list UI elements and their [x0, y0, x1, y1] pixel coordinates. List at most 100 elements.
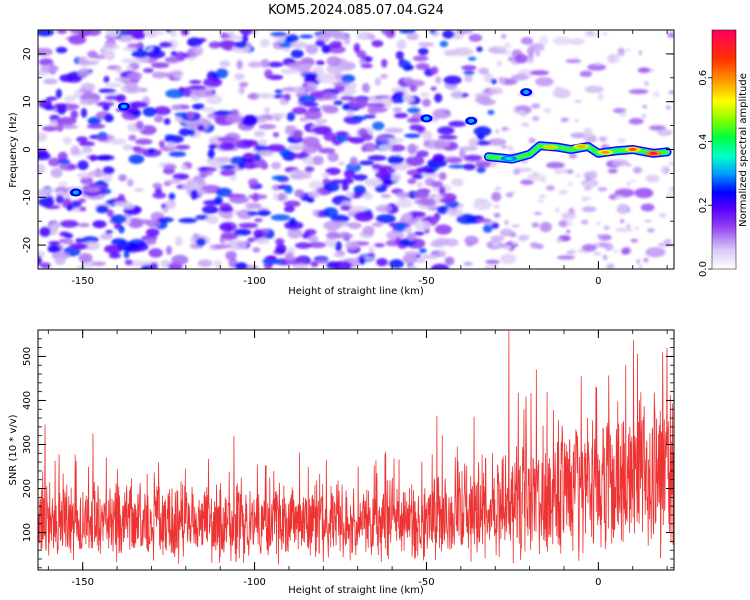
spectrogram-noise-blob — [151, 62, 170, 69]
spectrogram-noise-blob — [629, 179, 636, 183]
spectrogram-noise-blob — [126, 178, 134, 187]
spectrogram-noise-blob — [473, 126, 492, 137]
spectrogram-noise-blob — [647, 227, 655, 233]
spectrogram-noise-blob — [593, 252, 602, 256]
spectrogram-noise-blob — [490, 235, 505, 242]
spectrogram-noise-blob — [272, 132, 280, 138]
spectrogram-noise-blob — [121, 58, 137, 64]
spectrogram-noise-blob — [657, 129, 673, 137]
spectrogram-noise-blob — [565, 221, 574, 226]
spectrogram-noise-blob — [96, 136, 109, 141]
spectrogram-noise-blob — [316, 73, 336, 84]
spectrogram-noise-blob — [256, 237, 270, 245]
spectrogram-noise-blob — [416, 182, 423, 188]
spectrogram-noise-blob — [271, 175, 289, 181]
spectrogram-noise-blob — [96, 101, 115, 107]
spectrogram-noise-blob — [616, 203, 630, 215]
snr-x-tick-label: -100 — [243, 577, 266, 588]
spectrogram-noise-blob — [50, 167, 63, 178]
spectrogram-noise-blob — [490, 78, 497, 85]
spectrogram-noise-blob — [56, 30, 67, 34]
spectrogram-noise-blob — [157, 217, 174, 223]
spectrogram-noise-blob — [623, 109, 627, 112]
spectrogram-noise-blob — [434, 93, 443, 103]
spectrogram-noise-blob — [667, 34, 674, 38]
spectrogram-noise-blob — [285, 34, 299, 43]
spectrogram-noise-blob — [247, 61, 262, 68]
spectrogram-noise-blob — [312, 209, 319, 217]
spectrogram-noise-blob — [316, 118, 326, 125]
spectrogram-noise-blob — [194, 45, 204, 57]
spectrogram-noise-blob — [566, 229, 571, 234]
spectrogram-noise-blob — [152, 192, 167, 199]
spectrogram-noise-blob — [586, 176, 590, 181]
spectrogram-noise-blob — [168, 192, 176, 201]
spectrogram-y-tick-label: -20 — [22, 237, 33, 253]
spectrogram-noise-blob — [329, 179, 346, 184]
spectrogram-noise-blob — [76, 136, 88, 143]
spectrogram-noise-blob — [158, 140, 165, 148]
spectrogram-noise-blob — [323, 220, 342, 231]
spectrogram-y-axis-label: Frequency (Hz) — [8, 112, 19, 188]
spectrogram-noise-blob — [404, 133, 421, 139]
spectrogram-noise-blob — [500, 253, 517, 264]
spectrogram-noise-blob — [568, 153, 578, 159]
colorbar-ticks: 0.0 0.2 0.4 0.6 — [698, 70, 712, 277]
spectrogram-noise-blob — [645, 174, 660, 183]
spectrogram-noise-blob — [247, 93, 260, 100]
spectrogram-noise-blob — [234, 41, 247, 49]
spectrogram-noise-blob — [414, 231, 425, 236]
spectrogram-noise — [38, 30, 674, 269]
spectrogram-noise-blob — [115, 94, 127, 103]
spectrogram-noise-blob — [511, 224, 520, 228]
spectrogram-noise-blob — [520, 37, 534, 45]
spectrogram-noise-blob — [375, 214, 396, 224]
spectrogram-noise-blob — [509, 232, 517, 238]
spectrogram-noise-blob — [322, 30, 342, 38]
spectrogram-noise-blob — [663, 239, 672, 243]
spectrogram-ridge-peak-core — [577, 145, 586, 149]
spectrogram-noise-blob — [286, 112, 296, 122]
spectrogram-noise-blob — [420, 92, 430, 98]
spectrogram-noise-blob — [182, 183, 201, 190]
spectrogram-noise-blob — [127, 217, 144, 229]
spectrogram-noise-blob — [402, 92, 411, 103]
spectrogram-noise-blob — [566, 169, 574, 174]
spectrogram-noise-blob — [563, 168, 567, 174]
spectrogram-noise-blob — [568, 38, 585, 45]
spectrogram-noise-blob — [245, 202, 262, 210]
spectrogram-noise-blob — [538, 194, 547, 198]
spectrogram-noise-blob — [387, 137, 404, 144]
spectrogram-noise-blob — [76, 265, 86, 269]
spectrogram-noise-blob — [487, 109, 495, 115]
spectrogram-signal-ridge — [483, 141, 672, 164]
spectrogram-noise-blob — [521, 122, 530, 127]
snr-frame — [37, 329, 675, 571]
spectrogram-noise-blob — [431, 180, 443, 188]
spectrogram-noise-blob — [587, 63, 607, 71]
spectrogram-noise-blob — [492, 241, 500, 247]
spectrogram-noise-blob — [606, 263, 615, 269]
spectrogram-noise-blob — [602, 254, 608, 261]
spectrogram-noise-blob — [391, 173, 402, 182]
spectrogram-noise-blob — [421, 130, 433, 141]
spectrogram-noise-blob — [478, 98, 496, 106]
spectrogram-noise-blob — [583, 127, 593, 138]
spectrogram-noise-blob — [668, 90, 674, 95]
spectrogram-noise-blob — [443, 75, 462, 85]
spectrogram-noise-blob — [604, 145, 610, 148]
spectrogram-noise-blob — [315, 39, 326, 47]
spectrogram-noise-blob — [38, 30, 55, 37]
spectrogram-y-ticks: -20 -10 0 10 20 — [22, 29, 674, 270]
spectrogram-noise-blob — [665, 105, 672, 110]
spectrogram-noise-blob — [57, 182, 68, 187]
spectrogram-noise-blob — [160, 259, 171, 268]
spectrogram-noise-blob — [343, 35, 351, 45]
spectrogram-noise-blob — [128, 134, 137, 141]
spectrogram-noise-blob — [392, 107, 402, 113]
spectrogram-noise-blob — [129, 101, 148, 108]
spectrogram-noise-blob — [127, 71, 143, 81]
spectrogram-noise-blob — [38, 255, 42, 266]
colorbar-tick-label: 0.4 — [698, 134, 709, 150]
spectrogram-noise-blob — [500, 34, 507, 39]
